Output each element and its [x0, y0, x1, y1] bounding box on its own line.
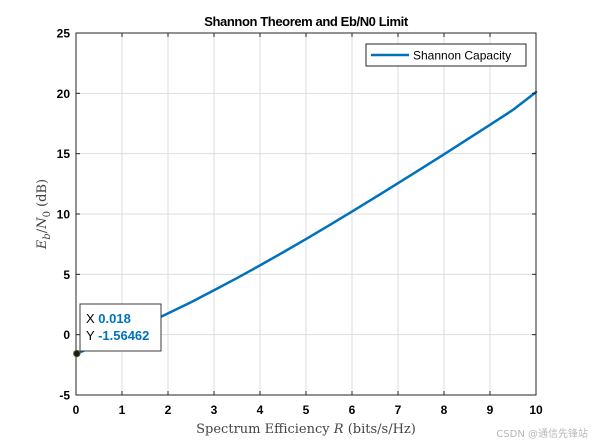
datatip-marker	[73, 349, 81, 358]
watermark: CSDN @通信先锋站	[496, 429, 588, 440]
datatip: X 0.018 Y -1.56462	[73, 303, 162, 358]
datatip-y-label: Y	[86, 328, 95, 343]
datatip-x-value: 0.018	[98, 311, 131, 326]
datatip-box	[79, 303, 162, 352]
y-tick-label: -5	[59, 389, 70, 403]
x-tick-label: 9	[487, 403, 494, 417]
ticks	[75, 32, 537, 396]
x-tick-label: 4	[257, 403, 264, 417]
datatip-x-line: X 0.018	[86, 311, 131, 326]
y-axis-label-part: N	[35, 217, 50, 230]
y-axis-label-part: 0	[42, 211, 53, 217]
legend: Shannon Capacity	[365, 43, 527, 67]
x-tick-label: 6	[349, 403, 356, 417]
y-tick-labels: -5 0 5 10 15 20 25	[57, 27, 71, 403]
x-tick-label: 0	[73, 403, 80, 417]
y-tick-label: 15	[57, 147, 71, 161]
datatip-y-value: -1.56462	[98, 328, 149, 343]
x-tick-label: 7	[395, 403, 402, 417]
y-axis-label: Eb/N0 (dB)	[35, 179, 53, 250]
x-tick-label: 2	[165, 403, 172, 417]
x-tick-label: 1	[119, 403, 126, 417]
y-tick-label: 20	[57, 87, 71, 101]
chart-title: Shannon Theorem and Eb/N0 Limit	[204, 14, 409, 29]
datatip-x-label: X	[86, 311, 95, 326]
y-axis-label-part: (dB)	[35, 179, 50, 211]
y-axis-label-part: E	[35, 239, 50, 250]
datatip-y-line: Y -1.56462	[86, 328, 149, 343]
legend-box	[365, 43, 527, 67]
x-tick-label: 3	[211, 403, 218, 417]
x-tick-labels: 0 1 2 3 4 5 6 7 8 9 10	[73, 403, 543, 417]
y-tick-label: 0	[63, 328, 70, 342]
y-tick-label: 25	[57, 27, 71, 41]
y-tick-label: 10	[57, 208, 71, 222]
y-axis-label-part: /	[35, 228, 50, 233]
y-tick-label: 5	[63, 268, 70, 282]
x-tick-label: 8	[441, 403, 448, 417]
x-axis-label: Spectrum Efficiency R (bits/s/Hz)	[196, 422, 416, 437]
y-axis-label-part: b	[42, 233, 53, 239]
legend-label: Shannon Capacity	[413, 49, 511, 63]
x-tick-label: 10	[529, 403, 543, 417]
x-tick-label: 5	[303, 403, 310, 417]
